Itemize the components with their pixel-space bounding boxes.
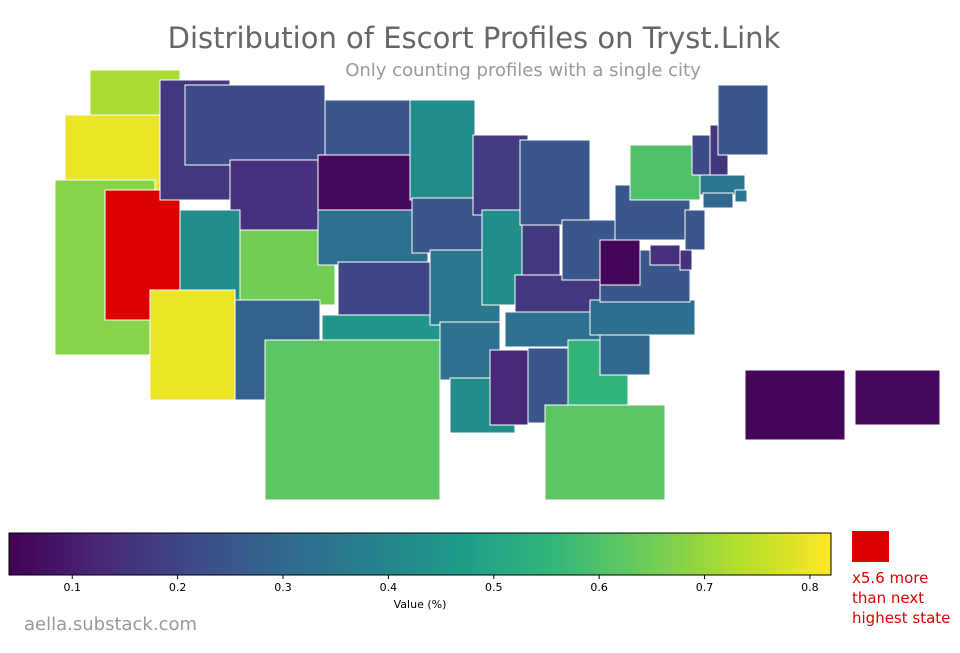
colorbar-tick-label: 0.5 [485, 581, 503, 594]
colorbar-label: Value (%) [394, 598, 447, 611]
outlier-swatch [852, 531, 889, 562]
outlier-note: x5.6 more than next highest state [852, 569, 950, 627]
region [179, 209, 241, 301]
region [734, 189, 748, 203]
colorbar-tick-label: 0.1 [63, 581, 81, 594]
title: Distribution of Escort Profiles on Tryst… [168, 21, 781, 55]
colorbar-tick-label: 0.2 [169, 581, 187, 594]
region [409, 99, 476, 201]
colorbar-tick-label: 0.6 [590, 581, 608, 594]
region [489, 349, 529, 426]
region [317, 154, 414, 211]
region [599, 329, 651, 376]
region [599, 239, 641, 286]
colorbar: 0.1 0.2 0.3 0.4 0.5 0.6 0.7 0.8 Value (%) x5.6 mo… [8, 531, 950, 627]
colorbar-tick-label: 0.7 [696, 581, 714, 594]
region [264, 339, 441, 501]
credit: aella.substack.com [24, 614, 197, 635]
region [854, 369, 941, 426]
region [744, 369, 846, 441]
region [324, 99, 411, 161]
region [519, 139, 591, 226]
region [229, 159, 321, 231]
region [691, 134, 713, 176]
region [679, 249, 693, 271]
map [54, 69, 941, 501]
region [337, 261, 434, 318]
region [629, 144, 701, 201]
region [317, 209, 429, 266]
subtitle: Only counting profiles with a single cit… [345, 60, 701, 81]
region [702, 192, 734, 209]
colorbar-tick-label: 0.8 [801, 581, 819, 594]
colorbar-tick-label: 0.4 [380, 581, 398, 594]
region [717, 84, 769, 156]
region [544, 404, 666, 501]
region [184, 84, 326, 166]
region [649, 244, 681, 266]
region [149, 289, 236, 401]
region [589, 299, 696, 336]
colorbar-gradient [8, 532, 832, 576]
region [684, 209, 706, 251]
region [472, 134, 529, 216]
colorbar-tick-label: 0.3 [274, 581, 292, 594]
